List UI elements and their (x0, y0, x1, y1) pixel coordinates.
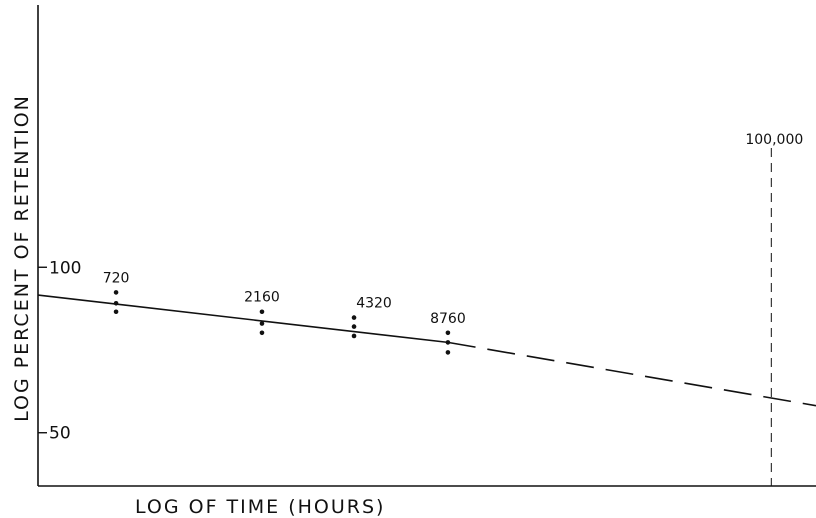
data-point-720-2 (113, 300, 119, 306)
y-axis-title: LOG PERCENT OF RETENTION (11, 94, 33, 422)
reference-markers: 100,000 (745, 132, 803, 486)
y-tick-label-50: 50 (49, 424, 71, 444)
fit-line-extrapolated (447, 341, 816, 407)
y-tick-label-100: 100 (49, 258, 81, 278)
data-point-8760-3 (445, 350, 451, 355)
data-point-8760-1 (445, 330, 451, 336)
fit-lines (37, 294, 816, 407)
data-point-8760-2 (445, 340, 451, 345)
data-point-4320-3 (351, 333, 357, 339)
y-ticks: 100 50 (38, 258, 81, 444)
data-points: 720 2160 4320 8760 (103, 270, 466, 355)
data-point-720-3 (113, 309, 119, 315)
data-point-720-1 (113, 290, 119, 295)
point-label-4320: 4320 (356, 296, 392, 312)
data-point-4320-2 (351, 324, 357, 329)
point-label-720: 720 (103, 270, 130, 286)
point-label-2160: 2160 (244, 290, 280, 306)
data-point-2160-3 (259, 330, 265, 336)
data-point-4320-1 (351, 315, 357, 320)
point-label-8760: 8760 (430, 311, 466, 327)
data-point-2160-1 (259, 309, 265, 315)
fit-line-solid (37, 294, 449, 344)
marker-label-100000: 100,000 (745, 132, 803, 148)
x-axis-title: LOG OF TIME (HOURS) (135, 496, 385, 518)
data-point-2160-2 (259, 321, 265, 326)
